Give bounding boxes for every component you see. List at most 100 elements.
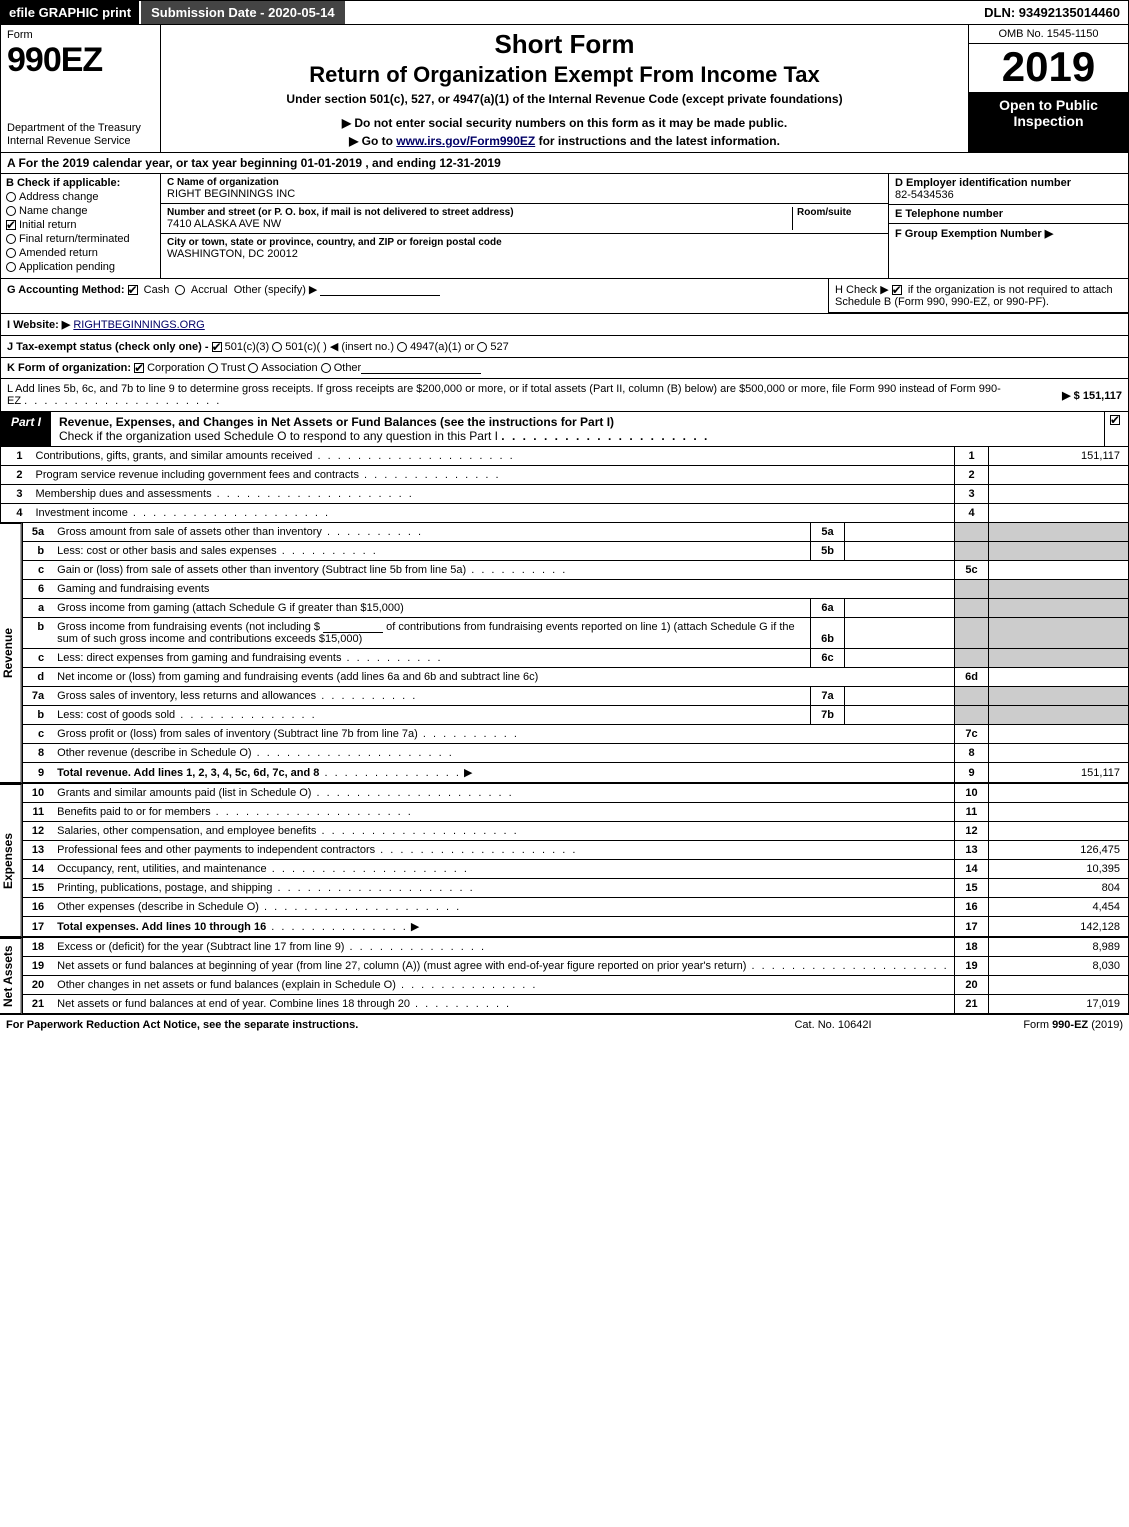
ln6d-no: d [22, 668, 52, 687]
ln18-cell: 18 [955, 938, 989, 957]
ln5b-subval [845, 542, 955, 561]
department: Department of the Treasury Internal Reve… [7, 122, 154, 148]
h-text1: H Check ▶ [835, 284, 889, 296]
column-def: D Employer identification number 82-5434… [888, 174, 1128, 278]
ln5c-cell: 5c [955, 561, 989, 580]
other-method-input[interactable] [320, 284, 440, 296]
ln11-cell: 11 [955, 803, 989, 822]
ln5a-desc: Gross amount from sale of assets other t… [57, 526, 322, 538]
chk-name-change[interactable] [6, 206, 16, 216]
chk-501c3[interactable] [212, 342, 222, 352]
row-i-website: I Website: ▶ RIGHTBEGINNINGS.ORG [0, 314, 1129, 336]
irs-link[interactable]: www.irs.gov/Form990EZ [396, 134, 535, 148]
form-header: Form 990EZ Department of the Treasury In… [0, 25, 1129, 153]
ln7b-sub: 7b [811, 706, 845, 725]
title-return: Return of Organization Exempt From Incom… [169, 62, 960, 88]
chk-4947[interactable] [397, 342, 407, 352]
org-name: RIGHT BEGINNINGS INC [167, 188, 882, 200]
ln5b-desc: Less: cost or other basis and sales expe… [57, 545, 277, 557]
chk-accrual[interactable] [175, 285, 185, 295]
ln6a-sub: 6a [811, 599, 845, 618]
column-b: B Check if applicable: Address change Na… [1, 174, 161, 278]
ln17-cell: 17 [955, 917, 989, 937]
ln7a-shade2 [989, 687, 1129, 706]
ln6-desc: Gaming and fundraising events [57, 583, 209, 595]
lbl-cash: Cash [144, 284, 170, 296]
ln14-cell: 14 [955, 860, 989, 879]
efile-print-button[interactable]: efile GRAPHIC print [1, 1, 139, 24]
ln5c-no: c [22, 561, 52, 580]
ln6d-desc: Net income or (loss) from gaming and fun… [57, 671, 538, 683]
ln15-no: 15 [22, 879, 52, 898]
col-b-title: B Check if applicable: [6, 177, 155, 189]
ln18-amt: 8,989 [989, 938, 1129, 957]
ln5a-shade2 [989, 523, 1129, 542]
ln6a-shade2 [989, 599, 1129, 618]
ln4-amt [989, 504, 1129, 523]
catalog-number: Cat. No. 10642I [723, 1019, 943, 1031]
open-public-inspection: Open to Public Inspection [969, 93, 1128, 152]
chk-application-pending[interactable] [6, 262, 16, 272]
ln6c-desc: Less: direct expenses from gaming and fu… [57, 652, 341, 664]
lbl-501c: 501(c)( ) ◀ (insert no.) [285, 340, 394, 353]
line-a-tax-year: A For the 2019 calendar year, or tax yea… [0, 153, 1129, 174]
row-k-org: K Form of organization: Corporation Trus… [0, 358, 1129, 379]
telephone-label: E Telephone number [895, 208, 1122, 220]
ln9-no: 9 [22, 763, 52, 783]
expenses-label: Expenses [0, 784, 22, 937]
chk-initial-return[interactable] [6, 220, 16, 230]
chk-h-not-required[interactable] [892, 285, 902, 295]
ln7a-subval [845, 687, 955, 706]
ln6b-blank[interactable] [323, 621, 383, 633]
tax-year: 2019 [969, 44, 1128, 93]
chk-trust[interactable] [208, 363, 218, 373]
lbl-corporation: Corporation [147, 362, 204, 374]
chk-association[interactable] [248, 363, 258, 373]
ln21-desc: Net assets or fund balances at end of ye… [57, 998, 410, 1010]
form-number: 990EZ [7, 41, 154, 80]
chk-cash[interactable] [128, 285, 138, 295]
info-grid: B Check if applicable: Address change Na… [0, 174, 1129, 279]
ln10-desc: Grants and similar amounts paid (list in… [57, 787, 311, 799]
lbl-name-change: Name change [19, 205, 88, 217]
ln21-no: 21 [22, 995, 52, 1014]
top-bar: efile GRAPHIC print Submission Date - 20… [0, 0, 1129, 25]
ln18-desc: Excess or (deficit) for the year (Subtra… [57, 941, 344, 953]
chk-other-org[interactable] [321, 363, 331, 373]
ln14-no: 14 [22, 860, 52, 879]
goto-suffix: for instructions and the latest informat… [535, 134, 780, 148]
ln19-no: 19 [22, 957, 52, 976]
ln6d-cell: 6d [955, 668, 989, 687]
ln7c-cell: 7c [955, 725, 989, 744]
ln5c-amt [989, 561, 1129, 580]
chk-address-change[interactable] [6, 192, 16, 202]
other-org-input[interactable] [361, 362, 481, 374]
ln18-no: 18 [22, 938, 52, 957]
ln10-cell: 10 [955, 784, 989, 803]
ln1-no: 1 [1, 447, 31, 466]
chk-527[interactable] [477, 342, 487, 352]
chk-corporation[interactable] [134, 363, 144, 373]
form-id-footer: Form 990-EZ (2019) [943, 1019, 1123, 1031]
ln13-amt: 126,475 [989, 841, 1129, 860]
ln6c-subval [845, 649, 955, 668]
org-name-label: C Name of organization [167, 177, 882, 188]
chk-part1-schedule-o[interactable] [1110, 415, 1120, 425]
ln15-desc: Printing, publications, postage, and shi… [57, 882, 272, 894]
chk-501c[interactable] [272, 342, 282, 352]
ln8-desc: Other revenue (describe in Schedule O) [57, 747, 251, 759]
chk-final-return[interactable] [6, 234, 16, 244]
ln16-amt: 4,454 [989, 898, 1129, 917]
row-g-h: G Accounting Method: Cash Accrual Other … [0, 279, 1129, 314]
website-link[interactable]: RIGHTBEGINNINGS.ORG [73, 319, 204, 331]
ln8-amt [989, 744, 1129, 763]
ln7b-desc: Less: cost of goods sold [57, 709, 175, 721]
ln20-no: 20 [22, 976, 52, 995]
ln6-no: 6 [22, 580, 52, 599]
k-label: K Form of organization: [7, 362, 131, 374]
chk-amended-return[interactable] [6, 248, 16, 258]
ln14-desc: Occupancy, rent, utilities, and maintena… [57, 863, 267, 875]
ln5b-no: b [22, 542, 52, 561]
ln6-shade1 [955, 580, 989, 599]
dln: DLN: 93492135014460 [976, 1, 1128, 24]
